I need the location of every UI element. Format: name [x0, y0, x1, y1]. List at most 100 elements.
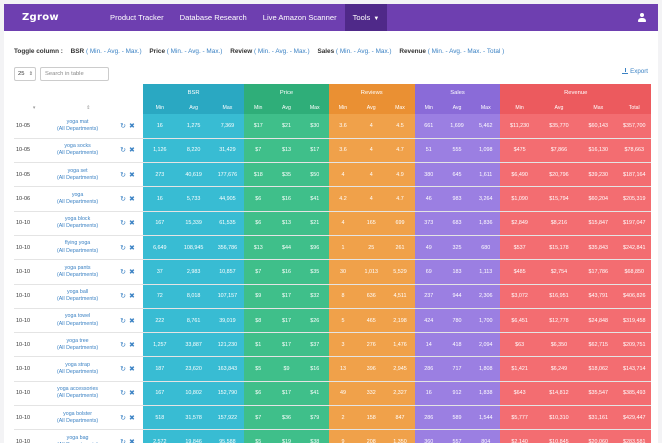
row-department[interactable]: (All Departments)	[56, 320, 99, 327]
refresh-icon[interactable]: ↻	[120, 317, 127, 325]
column-header-bsr-avg[interactable]: Avg	[176, 101, 211, 114]
row-keyword-link[interactable]: yoga tree	[66, 337, 89, 344]
refresh-icon[interactable]: ↻	[120, 341, 127, 349]
column-header-price-max[interactable]: Max	[300, 101, 329, 114]
row-keyword-link[interactable]: yoga ball	[66, 289, 89, 296]
row-department[interactable]: (All Departments)	[56, 296, 99, 303]
column-header-keyword[interactable]: Keyword ⇕	[43, 101, 112, 114]
row-keyword-link[interactable]: yoga set	[67, 167, 88, 174]
toggle-price-options[interactable]: ( Min. - Avg. - Max.)	[166, 48, 223, 55]
row-keyword-cell[interactable]: yoga ball (All Departments)	[43, 284, 112, 309]
column-header-revenue-avg[interactable]: Avg	[538, 101, 580, 114]
delete-icon[interactable]: ✖	[129, 317, 135, 325]
row-department[interactable]: (All Departments)	[56, 247, 99, 254]
refresh-icon[interactable]: ↻	[120, 293, 127, 301]
row-keyword-link[interactable]: yoga	[71, 191, 84, 198]
row-keyword-link[interactable]: yoga bolster	[63, 410, 92, 417]
refresh-icon[interactable]: ↻	[120, 439, 127, 443]
row-department[interactable]: (All Departments)	[56, 223, 99, 230]
search-input[interactable]: Search in table	[40, 67, 109, 81]
delete-icon[interactable]: ✖	[129, 293, 135, 301]
row-keyword-cell[interactable]: flying yoga (All Departments)	[43, 235, 112, 261]
row-department[interactable]: (All Departments)	[56, 199, 99, 206]
column-header-bsr-max[interactable]: Max	[210, 101, 245, 114]
delete-icon[interactable]: ✖	[129, 171, 135, 179]
row-keyword-cell[interactable]: yoga strap (All Departments)	[43, 356, 112, 382]
delete-icon[interactable]: ✖	[129, 390, 135, 398]
row-department[interactable]: (All Departments)	[56, 271, 99, 278]
nav-product-tracker[interactable]: Product Tracker	[110, 13, 164, 22]
row-keyword-cell[interactable]: yoga bag(All Departments)	[43, 429, 112, 443]
refresh-icon[interactable]: ↻	[120, 244, 127, 252]
toggle-review-options[interactable]: ( Min. - Avg. - Max.)	[254, 48, 310, 55]
refresh-icon[interactable]: ↻	[120, 414, 127, 422]
delete-icon[interactable]: ✖	[129, 244, 135, 252]
delete-icon[interactable]: ✖	[129, 366, 135, 374]
row-department[interactable]: (All Departments)	[56, 125, 99, 132]
row-keyword-link[interactable]: flying yoga	[64, 240, 91, 247]
page-size-select[interactable]: 25 ⇕	[14, 67, 36, 81]
delete-icon[interactable]: ✖	[129, 122, 135, 130]
delete-icon[interactable]: ✖	[129, 196, 135, 204]
row-keyword-link[interactable]: yoga bag	[66, 434, 89, 441]
refresh-icon[interactable]: ↻	[120, 366, 127, 374]
row-keyword-link[interactable]: yoga block	[64, 216, 91, 223]
row-keyword-cell[interactable]: yoga socks (All Departments)	[43, 138, 112, 164]
column-header-price-avg[interactable]: Avg	[272, 101, 301, 114]
row-keyword-cell[interactable]: yoga bolster (All Departments)	[43, 405, 112, 431]
delete-icon[interactable]: ✖	[129, 414, 135, 422]
delete-icon[interactable]: ✖	[129, 268, 135, 276]
row-keyword-cell[interactable]: yoga accessories (All Departments)	[43, 381, 112, 407]
toggle-revenue-options[interactable]: ( Min. - Avg. - Max. - Total )	[427, 48, 505, 55]
column-header-reviews-avg[interactable]: Avg	[357, 101, 386, 114]
row-keyword-cell[interactable]: yoga pants (All Departments)	[43, 259, 112, 285]
row-department[interactable]: (All Departments)	[56, 369, 99, 376]
row-keyword-link[interactable]: yoga accessories	[57, 386, 99, 393]
toggle-bsr-options[interactable]: ( Min. - Avg. - Max.)	[85, 48, 142, 55]
column-header-price-min[interactable]: Min	[244, 101, 273, 114]
refresh-icon[interactable]: ↻	[120, 171, 127, 179]
row-keyword-cell[interactable]: yoga (All Departments)	[43, 186, 112, 212]
column-header-revenue-total[interactable]: Total	[617, 101, 651, 114]
delete-icon[interactable]: ✖	[129, 147, 135, 155]
column-header-date[interactable]: Date▾	[14, 101, 43, 114]
row-keyword-link[interactable]: yoga strap	[65, 361, 90, 368]
row-keyword-link[interactable]: yoga socks	[64, 143, 91, 150]
row-keyword-cell[interactable]: yoga set (All Departments)	[43, 162, 112, 188]
row-department[interactable]: (All Departments)	[56, 150, 99, 157]
column-header-bsr-min[interactable]: Min	[143, 101, 177, 114]
row-department[interactable]: (All Departments)	[56, 393, 99, 400]
column-header-revenue-min[interactable]: Min	[500, 101, 539, 114]
logo[interactable]: Zgrow	[22, 12, 59, 23]
row-keyword-cell[interactable]: yoga tree (All Departments)	[43, 332, 112, 358]
refresh-icon[interactable]: ↻	[120, 268, 127, 276]
column-header-reviews-min[interactable]: Min	[328, 101, 358, 114]
refresh-icon[interactable]: ↻	[120, 196, 127, 204]
toggle-sales-options[interactable]: ( Min. - Avg. - Max.)	[335, 48, 392, 55]
column-header-sales-max[interactable]: Max	[471, 101, 501, 114]
column-header-revenue-max[interactable]: Max	[579, 101, 618, 114]
nav-live-amazon-scanner[interactable]: Live Amazon Scanner	[262, 13, 337, 22]
row-keyword-link[interactable]: yoga pants	[64, 264, 91, 271]
refresh-icon[interactable]: ↻	[120, 147, 127, 155]
row-department[interactable]: (All Departments)	[56, 417, 99, 424]
row-keyword-cell[interactable]: yoga towel (All Departments)	[43, 308, 112, 334]
column-header-sales-avg[interactable]: Avg	[442, 101, 472, 114]
nav-database-research[interactable]: Database Research	[179, 13, 247, 22]
delete-icon[interactable]: ✖	[129, 341, 135, 349]
row-department[interactable]: (All Departments)	[56, 344, 99, 351]
row-department[interactable]: (All Departments)	[56, 174, 99, 181]
row-keyword-cell[interactable]: yoga block (All Departments)	[43, 211, 112, 236]
delete-icon[interactable]: ✖	[129, 220, 135, 228]
export-button[interactable]: Export	[622, 68, 648, 75]
row-keyword-link[interactable]: yoga towel	[64, 313, 91, 320]
nav-tools[interactable]: Tools ▼	[344, 4, 388, 31]
refresh-icon[interactable]: ↻	[120, 122, 127, 130]
refresh-icon[interactable]: ↻	[120, 390, 127, 398]
row-keyword-cell[interactable]: yoga mat (All Departments)	[43, 114, 112, 139]
user-icon[interactable]	[637, 13, 646, 22]
row-keyword-link[interactable]: yoga mat	[66, 118, 89, 125]
column-header-sales-min[interactable]: Min	[414, 101, 443, 114]
column-header-reviews-max[interactable]: Max	[385, 101, 415, 114]
refresh-icon[interactable]: ↻	[120, 220, 127, 228]
